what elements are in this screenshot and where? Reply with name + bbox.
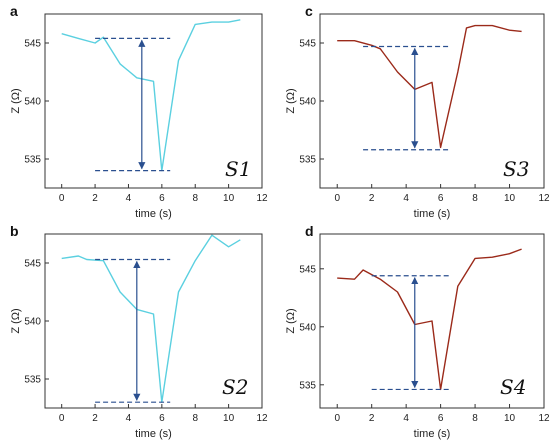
x-tick-label: 12 [538,413,550,424]
x-tick-label: 2 [92,413,98,424]
sample-label: S1 [225,157,251,181]
y-tick-label: 545 [299,39,316,50]
y-tick-label: 540 [299,322,316,333]
series-line [61,19,241,172]
y-tick-label: 540 [24,97,41,108]
x-tick-label: 8 [472,193,478,204]
x-tick-label: 2 [369,193,375,204]
x-tick-label: 6 [438,193,444,204]
y-tick-label: 535 [24,155,41,166]
x-axis-label: time (s) [414,208,451,220]
x-tick-label: 2 [92,193,98,204]
x-tick-label: 4 [126,413,132,424]
x-axis-label: time (s) [135,428,172,440]
x-tick-label: 10 [223,413,235,424]
plot-frame [319,233,545,409]
series-line [61,234,241,403]
y-axis-label: Z (Ω) [285,308,297,333]
x-tick-label: 4 [126,193,132,204]
y-axis-label: Z (Ω) [10,88,22,113]
x-tick-label: 10 [223,193,235,204]
x-tick-label: 0 [59,193,65,204]
sample-label: S3 [503,157,529,181]
sample-label: S4 [500,375,526,399]
x-tick-label: 12 [256,413,268,424]
sample-label: S2 [222,375,248,399]
x-tick-label: 2 [369,413,375,424]
x-tick-label: 6 [159,193,165,204]
x-axis-label: time (s) [135,208,172,220]
x-tick-label: 10 [504,193,516,204]
x-tick-label: 8 [192,193,198,204]
y-tick-label: 545 [24,39,41,50]
x-tick-label: 4 [403,193,409,204]
x-tick-label: 6 [438,413,444,424]
y-tick-label: 540 [299,97,316,108]
x-tick-label: 8 [192,413,198,424]
panel-label: b [10,223,19,239]
x-tick-label: 0 [334,413,340,424]
x-tick-label: 0 [334,193,340,204]
y-axis-label: Z (Ω) [10,308,22,333]
x-tick-label: 12 [256,193,268,204]
y-axis-label: Z (Ω) [285,88,297,113]
y-tick-label: 545 [299,264,316,275]
panel-label: c [305,3,313,19]
series-line [337,248,522,391]
series-line [337,24,522,149]
x-tick-label: 4 [403,413,409,424]
x-tick-label: 0 [59,413,65,424]
y-tick-label: 535 [24,375,41,386]
panel-label: a [10,3,18,19]
x-tick-label: 6 [159,413,165,424]
x-tick-label: 12 [538,193,550,204]
x-axis-label: time (s) [414,428,451,440]
y-tick-label: 545 [24,259,41,270]
x-tick-label: 10 [504,413,516,424]
panel-label: d [305,223,314,239]
y-tick-label: 540 [24,317,41,328]
y-tick-label: 535 [299,155,316,166]
x-tick-label: 8 [472,413,478,424]
y-tick-label: 535 [299,380,316,391]
